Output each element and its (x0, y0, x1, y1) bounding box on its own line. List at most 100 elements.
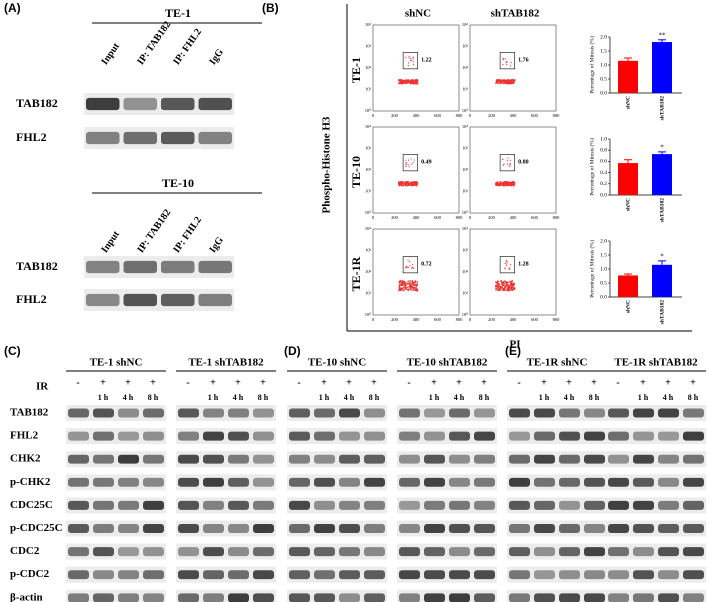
row-label: FHL2 (16, 130, 47, 144)
flow-dot (399, 82, 402, 84)
flow-ytick: 10² (462, 167, 469, 172)
blot-band (534, 454, 555, 464)
flow-dot (405, 161, 407, 164)
time-label: 1 h (539, 393, 550, 402)
blot-band (633, 454, 654, 464)
blot-strip (84, 127, 234, 149)
blot-band (633, 431, 654, 441)
flow-dot (498, 79, 501, 82)
row-label: CDC25C (10, 499, 53, 511)
flow-dot (412, 63, 415, 66)
blot-strip (66, 543, 166, 560)
flow-dot (414, 181, 416, 183)
blot-band (203, 431, 224, 441)
flow-dot (409, 288, 411, 290)
blot-band (228, 477, 249, 487)
blot-band (449, 500, 470, 510)
blot-strip (606, 566, 706, 583)
y-tick-label: 0.5 (600, 280, 607, 286)
y-tick-label: 0.0 (600, 294, 607, 300)
flow-dot (402, 82, 405, 85)
blot-band (449, 570, 470, 580)
blot-band (314, 477, 335, 487)
flow-dot (507, 181, 510, 183)
treatment-label: + (321, 377, 327, 388)
blot-band (339, 431, 360, 441)
flow-dot (502, 181, 505, 184)
flow-dot (414, 280, 417, 282)
treatment-label: + (690, 377, 696, 388)
flow-xtick: 600 (531, 215, 539, 220)
flow-dot (496, 283, 498, 285)
flow-dot (505, 180, 508, 183)
blot-band (608, 570, 629, 580)
blot-band (86, 260, 120, 274)
flow-ytick: 10⁰ (365, 210, 372, 215)
flow-ytick: 10⁰ (365, 108, 372, 113)
y-tick-label: 1.0 (600, 62, 607, 68)
blot-band (339, 570, 360, 580)
lane-label: IgG (207, 235, 226, 255)
blot-band (143, 431, 164, 441)
y-tick-label: 0.2 (600, 181, 607, 187)
blot-band (143, 500, 164, 510)
flow-dot (408, 55, 410, 57)
time-label: 1 h (429, 393, 440, 402)
blot-strip (606, 543, 706, 560)
flow-dot (407, 288, 409, 291)
blot-band (253, 570, 274, 580)
blot-band (534, 477, 555, 487)
flow-dot (406, 80, 408, 83)
row-label: TAB182 (10, 407, 49, 419)
flow-xtick: 0 (469, 215, 472, 220)
flow-frame (469, 126, 557, 214)
blot-band (364, 500, 385, 510)
blot-band (509, 408, 530, 418)
flow-ytick: 10² (462, 65, 469, 70)
blot-band (339, 593, 360, 602)
flow-dot (509, 286, 511, 289)
flow-dot (401, 181, 404, 183)
time-label: 8 h (369, 393, 380, 402)
flow-dot (504, 284, 506, 287)
blot-band (253, 593, 274, 602)
flow-dot (413, 286, 416, 289)
flow-dot (405, 56, 407, 58)
flow-dot (510, 62, 512, 64)
blot-strip (287, 474, 387, 491)
chart-y-label: Percentage of Mitosis (%) (588, 138, 595, 196)
flow-frame (372, 228, 460, 316)
blot-band (633, 500, 654, 510)
blot-band (584, 431, 605, 441)
blot-strip (176, 543, 276, 560)
blot-band (399, 500, 420, 510)
flow-dot (412, 263, 414, 266)
flow-ytick: 10³ (365, 146, 372, 151)
panel-label: (B) (262, 1, 279, 15)
blot-band (509, 547, 530, 557)
flow-dot (506, 60, 508, 63)
blot-band (474, 477, 495, 487)
flow-xtick: 400 (413, 215, 421, 220)
blot-strip (287, 520, 387, 537)
flow-xtick: 600 (434, 215, 442, 220)
flow-dot (506, 261, 508, 263)
blot-band (658, 524, 679, 533)
blot-band (143, 524, 164, 533)
blot-strip (507, 543, 607, 560)
blot-band (253, 547, 274, 557)
flow-dot (503, 79, 505, 81)
time-label: 4 h (663, 393, 674, 402)
blot-strip (176, 428, 276, 445)
blot-band (123, 260, 157, 274)
blot-band (509, 593, 530, 602)
flow-dot (404, 287, 406, 290)
group-title: TE-1 shTAB182 (188, 357, 264, 369)
flow-dot (502, 158, 504, 160)
flow-dot (408, 260, 411, 263)
flow-dot (509, 79, 512, 82)
blot-band (203, 570, 224, 580)
blot-band (86, 131, 120, 145)
flow-dot (511, 181, 514, 184)
